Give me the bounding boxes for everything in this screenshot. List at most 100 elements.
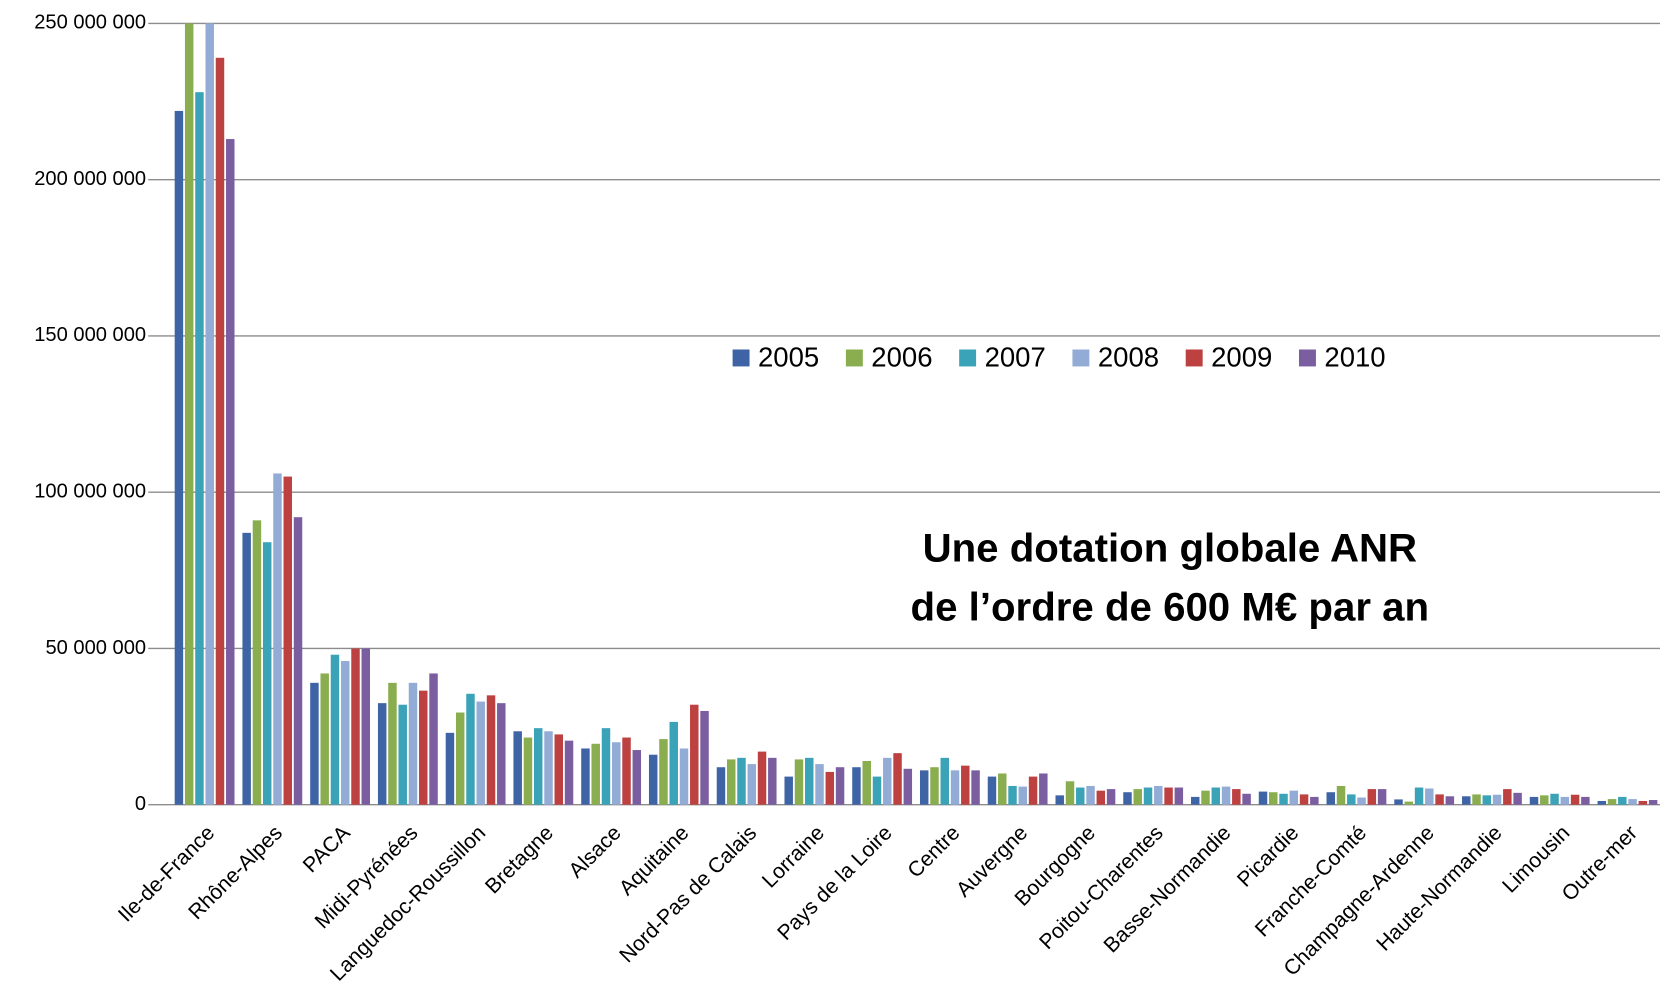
legend-label: 2006 [871,341,932,372]
bar [184,23,194,805]
legend-label: 2005 [758,341,819,372]
x-tick-label: Haute-Normandie [1372,821,1506,955]
bar [1086,785,1095,805]
bar [903,768,913,805]
bar [1472,794,1481,805]
bar [971,770,980,805]
legend-swatch [959,349,977,367]
legend-label: 2010 [1324,341,1385,372]
annotation: de l’ordre de 600 M€ par an [911,585,1430,630]
x-tick-label: PACA [299,821,356,878]
bar [1055,795,1064,805]
bar [1164,787,1173,805]
bar [293,517,303,805]
bar [1018,786,1028,805]
bar [1133,789,1142,805]
bar [1143,787,1153,805]
bar [476,701,485,805]
bar [1570,794,1580,805]
bar [242,532,251,805]
bar [1299,794,1309,805]
bar [1347,794,1356,805]
x-tick-label: Nord-Pas de Calais [615,821,761,967]
bar [1414,787,1424,805]
bar [1628,799,1637,805]
bar [825,771,835,805]
bar [1269,792,1278,805]
legend-swatch [845,349,863,367]
bar [1445,796,1455,805]
x-tick-label: Lorraine [758,821,829,892]
bar [1357,797,1366,805]
bar [690,704,699,805]
y-tick-label: 200 000 000 [34,168,146,190]
bar [273,473,282,805]
bar [1258,791,1268,805]
bar [564,740,574,805]
bar [768,757,777,805]
bar [1154,785,1163,805]
bar [310,682,319,805]
x-tick-label: Picardie [1233,821,1303,891]
bar [622,737,631,805]
bar [1326,792,1335,805]
bar [1201,790,1210,805]
bar [361,648,371,805]
bar [601,728,611,805]
bar [1560,796,1570,805]
bar [1039,773,1048,805]
bar [852,767,861,805]
bar [533,728,543,805]
y-tick-label: 150 000 000 [34,324,146,346]
bar [1581,796,1590,805]
grid [148,22,1660,806]
bar [1310,796,1319,805]
bar [497,703,506,805]
legend-swatch [1072,349,1090,367]
bar [1492,794,1502,805]
bar [815,764,824,805]
bar [940,757,949,805]
bar [174,110,184,805]
legend-swatch [1298,349,1316,367]
bar [1065,781,1075,805]
bar [883,757,892,805]
bar [195,92,204,805]
bar [262,542,272,805]
bar [388,682,397,805]
bar [1404,801,1414,805]
bar [320,673,329,805]
bar [669,721,678,805]
bar [466,693,475,805]
bar [747,764,756,805]
bar [1028,776,1038,805]
bar [1503,789,1512,805]
bar [340,660,350,805]
bar [893,753,902,805]
annotation: Une dotation globale ANR [923,525,1418,570]
bars [174,23,1658,805]
bar [1648,800,1658,805]
bar [1279,793,1288,805]
bar [950,770,960,805]
bar [398,704,407,805]
bar [794,759,804,805]
bar [351,648,360,805]
bar [1174,787,1184,805]
bar [215,57,225,805]
bar [648,754,658,805]
bar [429,673,438,805]
bar [659,739,668,805]
bar [1435,794,1444,805]
legend-label: 2009 [1211,341,1272,372]
bar [1513,792,1522,805]
x-tick-label: Basse-Normandie [1100,821,1236,957]
bar [1425,788,1434,805]
y-tick-label: 50 000 000 [45,637,146,659]
bar [784,776,793,805]
bar [513,731,522,805]
bar [486,695,496,805]
bar [919,770,929,805]
bar [716,767,726,805]
